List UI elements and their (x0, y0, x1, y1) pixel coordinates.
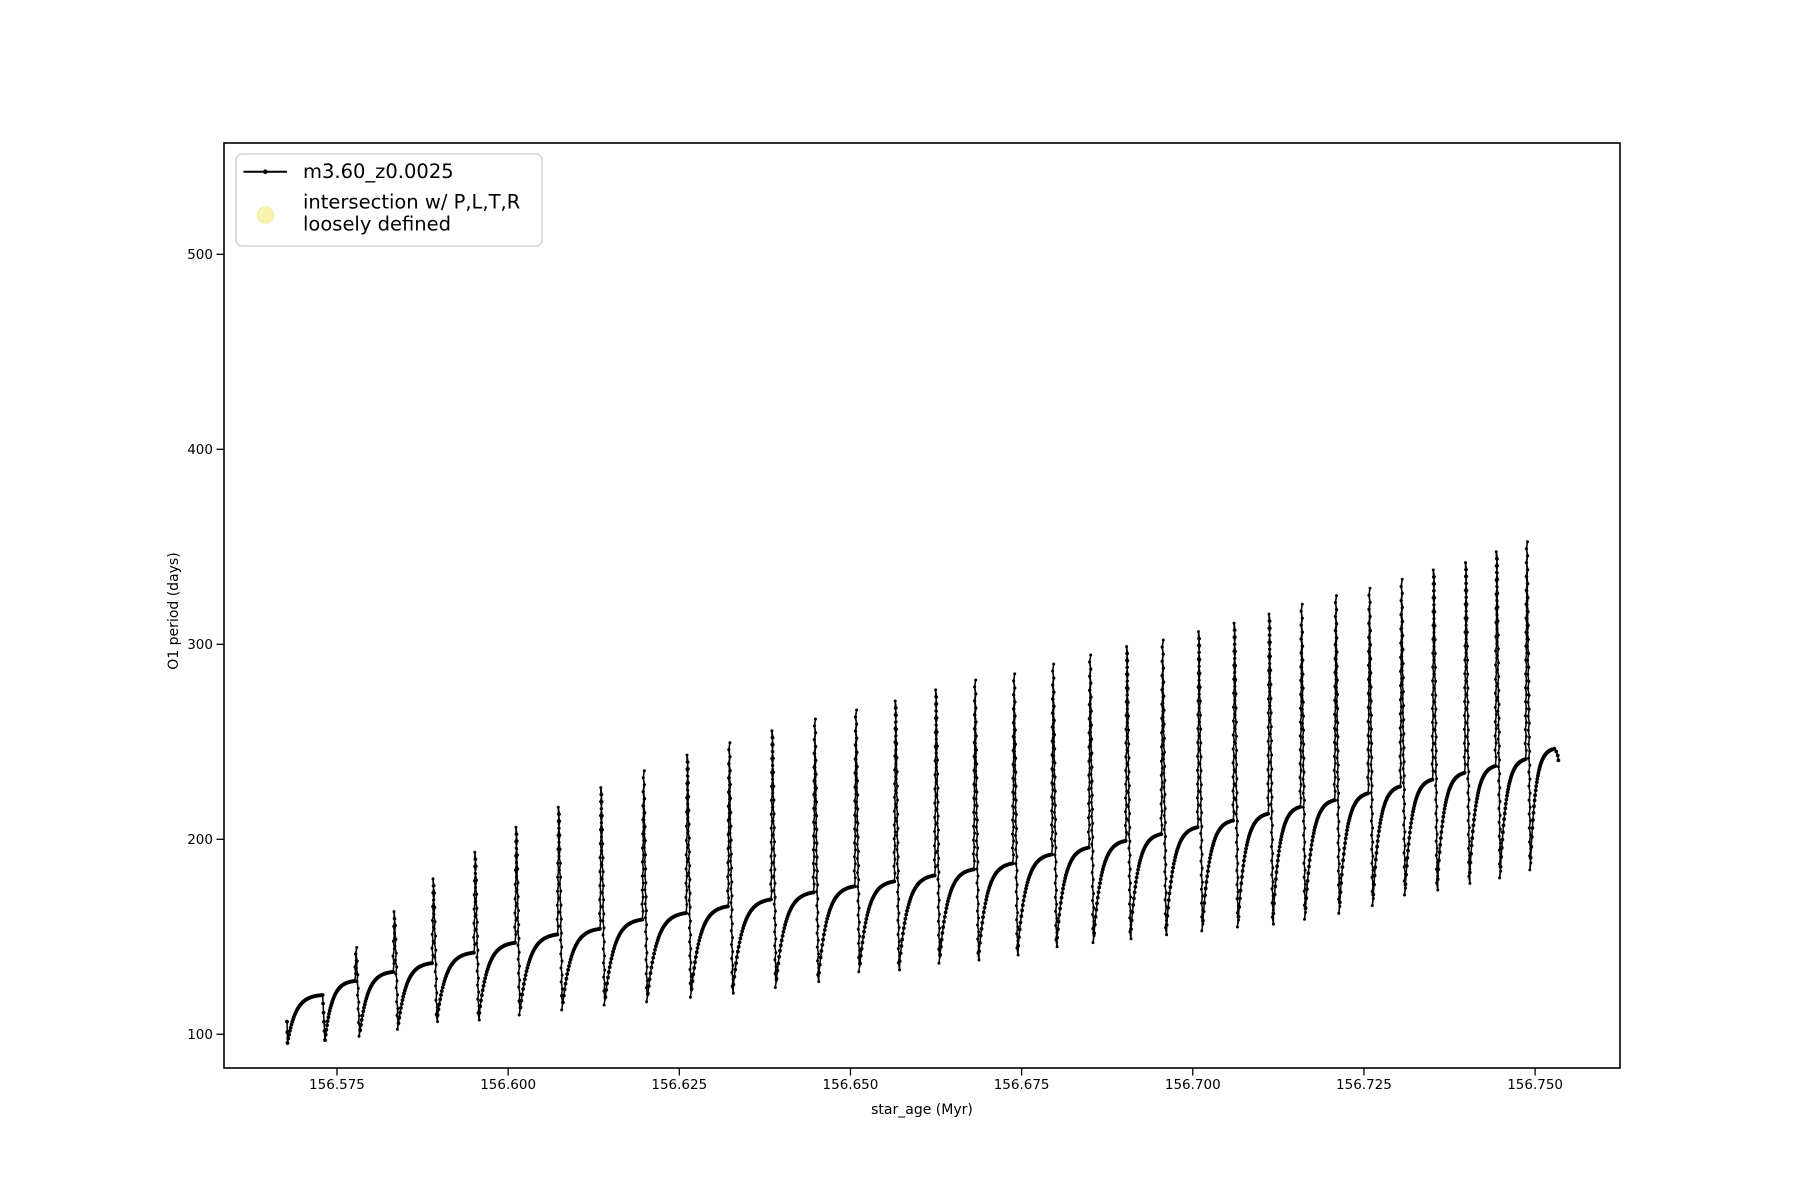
legend-line-marker-dot (263, 169, 268, 174)
legend-box (235, 153, 543, 247)
x-tick-label: 156.675 (994, 1077, 1050, 1093)
y-tick-label: 100 (187, 1027, 213, 1043)
y-tick-label: 400 (187, 442, 213, 458)
legend: m3.60_z0.0025 intersection w/ P,L,T,R lo… (235, 153, 543, 247)
y-tick-label: 200 (187, 832, 213, 848)
y-tick-label: 500 (187, 247, 213, 263)
series-m3.60_z0.0025 (285, 540, 1561, 1045)
y-tick-label: 300 (187, 637, 213, 653)
axes-frame (223, 142, 1621, 1069)
x-tick-label: 156.625 (651, 1077, 707, 1093)
x-tick-label: 156.600 (480, 1077, 536, 1093)
x-tick-label: 156.725 (1336, 1077, 1392, 1093)
x-tick-label: 156.575 (309, 1077, 365, 1093)
legend-entry2-label-line1: intersection w/ P,L,T,R (303, 191, 520, 214)
x-tick-label: 156.650 (823, 1077, 879, 1093)
legend-entry1-label: m3.60_z0.0025 (303, 160, 454, 183)
y-axis-ticks: 100 200 300 400 500 (187, 247, 224, 1043)
x-axis-ticks: 156.575 156.600 156.625 156.650 156.675 156.7… (309, 1068, 1563, 1093)
x-tick-label: 156.750 (1507, 1077, 1563, 1093)
legend-intersection-marker-icon (256, 206, 275, 224)
legend-entry2-label-line2: loosely defined (303, 213, 451, 236)
x-axis-label: star_age (Myr) (871, 1102, 973, 1118)
series-point-markers (285, 540, 1561, 1045)
y-axis-label: O1 period (days) (166, 552, 182, 669)
x-tick-label: 156.700 (1165, 1077, 1221, 1093)
